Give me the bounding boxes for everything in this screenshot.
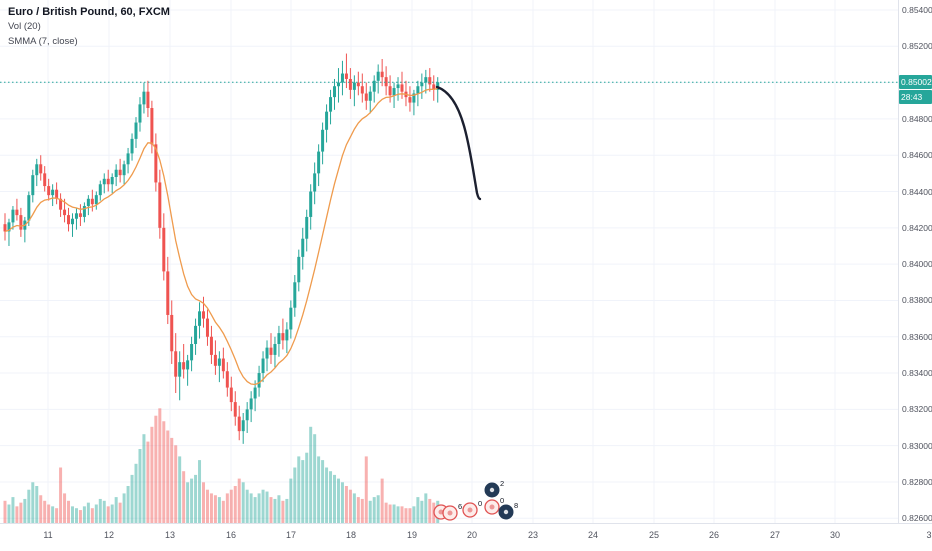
time-tick-label: 27	[769, 530, 781, 540]
chart-legend: Euro / British Pound, 60, FXCM Vol (20) …	[8, 5, 170, 49]
price-tick-label: 0.83400	[902, 368, 932, 379]
candles-layer	[3, 53, 440, 444]
time-tick-label: 11	[43, 530, 53, 540]
time-tick-label: 23	[527, 530, 539, 540]
time-tick-label: 19	[406, 530, 418, 540]
price-tick-label: 0.84200	[902, 222, 932, 233]
grid-layer	[0, 0, 898, 523]
price-tick-label: 0.83800	[902, 295, 932, 306]
price-tick-label: 0.85400	[902, 5, 932, 15]
price-chart[interactable]: 6 0 2 0 8	[0, 0, 898, 523]
price-tick-label: 0.83200	[902, 404, 932, 415]
last-price-label: 0.85002	[899, 75, 932, 90]
chart-pane[interactable]: 6 0 2 0 8 Euro / British Pound, 60, FXCM Vol…	[0, 0, 898, 523]
symbol-title[interactable]: Euro / British Pound, 60, FXCM	[8, 6, 170, 18]
price-tick-label: 0.82600	[902, 513, 932, 524]
time-tick-label: 20	[466, 530, 478, 540]
time-tick-label: 17	[285, 530, 297, 540]
indicator-label-smma[interactable]: SMMA (7, close)	[8, 36, 78, 47]
svg-text:0: 0	[500, 496, 504, 505]
price-tick-label: 0.84400	[902, 186, 932, 197]
time-tick-label: 16	[225, 530, 237, 540]
price-tick-label: 0.82800	[902, 477, 932, 487]
time-tick-label: 26	[708, 530, 720, 540]
time-tick-label: 25	[648, 530, 660, 540]
price-tick-label: 0.83000	[902, 440, 932, 451]
price-axis[interactable]: 0.85002 28:43 0.854000.852000.850000.848…	[898, 0, 932, 523]
price-tick-label: 0.83600	[902, 331, 932, 342]
time-tick-label: 13	[164, 530, 176, 540]
time-axis[interactable]: 11 12 13 16 17 18 19 20 23 24 25 26 27 30 3	[0, 523, 932, 551]
time-tick-label: 3	[926, 530, 932, 540]
smma-line	[4, 87, 438, 386]
volume-layer	[3, 408, 440, 523]
svg-text:8: 8	[514, 501, 518, 510]
idea-markers[interactable]: 6 0 2 0 8	[433, 479, 518, 521]
price-tick-label: 0.84600	[902, 150, 932, 161]
trend-drawing[interactable]	[435, 85, 482, 201]
time-tick-label: 24	[587, 530, 599, 540]
time-tick-label: 30	[829, 530, 841, 540]
svg-text:6: 6	[458, 502, 462, 511]
svg-text:0: 0	[478, 499, 482, 508]
indicator-label-volume[interactable]: Vol (20)	[8, 21, 41, 32]
bar-countdown: 28:43	[899, 90, 932, 105]
price-tick-label: 0.84000	[902, 259, 932, 270]
svg-text:2: 2	[500, 479, 504, 488]
price-tick-label: 0.84800	[902, 113, 932, 124]
price-tick-label: 0.85200	[902, 41, 932, 52]
time-tick-label: 18	[345, 530, 357, 540]
time-tick-label: 12	[103, 530, 115, 540]
